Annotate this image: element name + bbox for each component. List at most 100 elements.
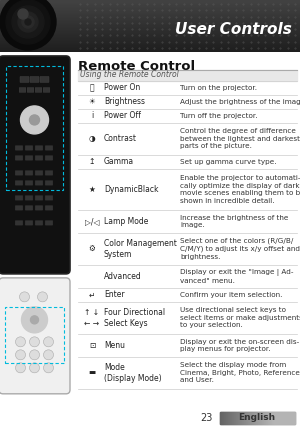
- FancyBboxPatch shape: [35, 171, 43, 175]
- Bar: [0, 1, 300, 2]
- Text: DynamicBlack: DynamicBlack: [104, 185, 158, 194]
- Bar: [0, 29, 300, 30]
- FancyBboxPatch shape: [45, 196, 53, 200]
- Text: Mode
(Display Mode): Mode (Display Mode): [104, 363, 162, 383]
- Bar: [266, 412, 267, 424]
- Circle shape: [16, 337, 26, 347]
- Bar: [0, 43, 300, 44]
- Bar: [244, 412, 245, 424]
- Bar: [0, 11, 300, 12]
- Bar: [0, 47, 300, 48]
- Bar: [231, 412, 232, 424]
- Text: Contrast: Contrast: [104, 135, 137, 144]
- Text: Enable the projector to automati-
cally optimize the display of dark
movie scene: Enable the projector to automati- cally …: [180, 175, 300, 204]
- Text: ★: ★: [88, 185, 95, 194]
- Bar: [228, 412, 229, 424]
- FancyBboxPatch shape: [25, 181, 33, 185]
- Bar: [263, 412, 264, 424]
- Bar: [286, 412, 287, 424]
- Bar: [0, 20, 300, 21]
- Bar: [258, 412, 259, 424]
- Bar: [245, 412, 246, 424]
- Bar: [0, 21, 300, 22]
- Text: i: i: [91, 112, 93, 121]
- Bar: [271, 412, 272, 424]
- Bar: [223, 412, 224, 424]
- Circle shape: [18, 12, 38, 32]
- Bar: [0, 8, 300, 9]
- Text: ◑: ◑: [89, 135, 95, 144]
- Bar: [230, 412, 231, 424]
- Bar: [0, 34, 300, 35]
- Bar: [222, 412, 223, 424]
- Circle shape: [6, 0, 50, 44]
- FancyBboxPatch shape: [15, 181, 23, 185]
- Bar: [247, 412, 248, 424]
- Bar: [0, 31, 300, 32]
- Circle shape: [29, 363, 40, 373]
- Bar: [272, 412, 273, 424]
- Bar: [0, 30, 300, 31]
- Bar: [265, 412, 266, 424]
- Bar: [275, 412, 276, 424]
- Bar: [0, 49, 300, 50]
- FancyBboxPatch shape: [35, 146, 43, 150]
- Circle shape: [29, 337, 40, 347]
- Bar: [233, 412, 234, 424]
- Text: Brightness: Brightness: [104, 98, 145, 106]
- Text: Enter: Enter: [104, 291, 124, 299]
- Bar: [262, 412, 263, 424]
- Bar: [224, 412, 225, 424]
- Bar: [283, 412, 284, 424]
- Circle shape: [18, 9, 28, 19]
- Bar: [293, 412, 294, 424]
- Bar: [267, 412, 268, 424]
- Bar: [0, 36, 300, 37]
- Bar: [0, 18, 300, 19]
- Bar: [254, 412, 255, 424]
- Circle shape: [16, 350, 26, 360]
- Text: ⊡: ⊡: [89, 341, 95, 350]
- Bar: [261, 412, 262, 424]
- FancyBboxPatch shape: [25, 146, 33, 150]
- Bar: [0, 35, 300, 36]
- FancyBboxPatch shape: [43, 88, 50, 92]
- FancyBboxPatch shape: [45, 146, 53, 150]
- Text: Power Off: Power Off: [104, 112, 141, 121]
- Bar: [0, 13, 300, 14]
- Circle shape: [29, 350, 40, 360]
- Circle shape: [22, 16, 34, 28]
- FancyBboxPatch shape: [35, 206, 43, 210]
- Bar: [229, 412, 230, 424]
- Bar: [243, 412, 244, 424]
- Bar: [242, 412, 243, 424]
- Circle shape: [44, 337, 53, 347]
- Text: Using the Remote Control: Using the Remote Control: [80, 70, 179, 80]
- Text: Menu: Menu: [104, 341, 125, 350]
- Bar: [270, 412, 271, 424]
- Bar: [285, 412, 286, 424]
- Text: ↵: ↵: [89, 291, 95, 299]
- Text: Control the degree of difference
between the lightest and darkest
parts of the p: Control the degree of difference between…: [180, 128, 300, 150]
- Bar: [274, 412, 275, 424]
- FancyBboxPatch shape: [27, 88, 34, 92]
- Text: User Controls: User Controls: [175, 23, 292, 37]
- Bar: [0, 41, 300, 42]
- FancyBboxPatch shape: [15, 146, 23, 150]
- FancyBboxPatch shape: [15, 156, 23, 160]
- Bar: [253, 412, 254, 424]
- FancyBboxPatch shape: [25, 206, 33, 210]
- Text: Select one of the colors (R/G/B/
C/M/Y) to adjust its x/y offset and
brightness.: Select one of the colors (R/G/B/ C/M/Y) …: [180, 238, 300, 260]
- Text: Display or exit the on-screen dis-
play menus for projector.: Display or exit the on-screen dis- play …: [180, 339, 299, 352]
- Text: Adjust the brightness of the image.: Adjust the brightness of the image.: [180, 99, 300, 105]
- Bar: [0, 10, 300, 11]
- Circle shape: [22, 307, 47, 333]
- FancyBboxPatch shape: [35, 88, 42, 92]
- Bar: [0, 40, 300, 41]
- Bar: [281, 412, 282, 424]
- FancyBboxPatch shape: [45, 181, 53, 185]
- Text: Remote Control: Remote Control: [78, 60, 195, 73]
- FancyBboxPatch shape: [15, 206, 23, 210]
- Text: ▷/◁: ▷/◁: [85, 217, 99, 226]
- Text: ☀: ☀: [88, 98, 95, 106]
